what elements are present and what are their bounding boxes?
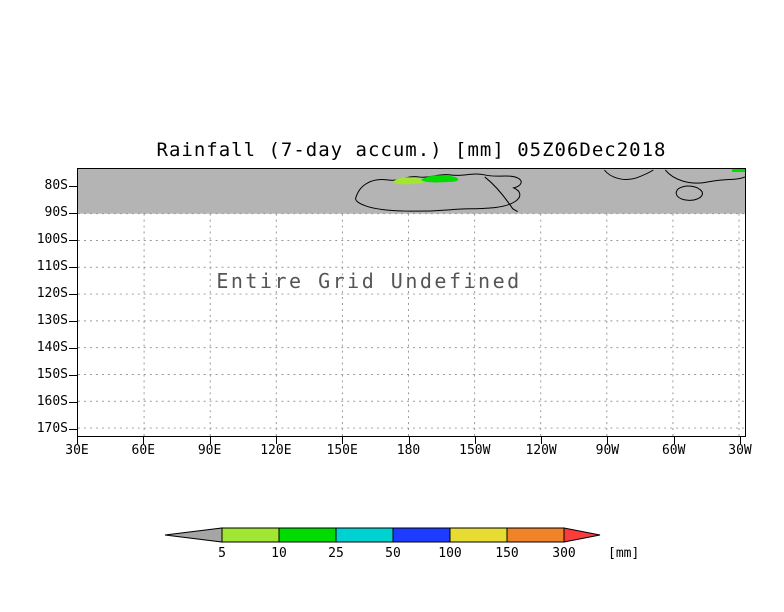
colorbar-segment-above-300 bbox=[563, 527, 601, 543]
x-axis-tick-label: 180 bbox=[396, 443, 421, 458]
colorbar-segment-5-10 bbox=[221, 527, 280, 543]
y-axis-tick-label: 100S bbox=[36, 232, 68, 247]
colorbar-value-label: 25 bbox=[328, 546, 344, 561]
y-axis-tick-label: 150S bbox=[36, 367, 68, 382]
y-axis-tick-mark bbox=[69, 294, 77, 295]
y-axis-tick-mark bbox=[69, 348, 77, 349]
y-axis-tick-label: 80S bbox=[44, 178, 68, 193]
colorbar: 5 10 25 50 100 150 300 [mm] bbox=[164, 527, 639, 561]
y-axis-tick-label: 170S bbox=[36, 421, 68, 436]
x-axis-tick-label: 120W bbox=[525, 443, 557, 458]
chart-title: Rainfall (7-day accum.) [mm] 05Z06Dec201… bbox=[156, 139, 667, 161]
x-axis-tick-mark bbox=[474, 437, 476, 444]
x-axis-tick-mark bbox=[209, 437, 211, 444]
colorbar-segment-10-25 bbox=[278, 527, 337, 543]
rainfall-patches bbox=[393, 169, 745, 185]
coastline-antarctica-central bbox=[355, 173, 522, 212]
colorbar-value-label: 100 bbox=[438, 546, 461, 561]
rainfall-patch-5-10mm bbox=[393, 177, 425, 185]
y-axis-tick-label: 110S bbox=[36, 259, 68, 274]
colorbar-value-label: 150 bbox=[495, 546, 518, 561]
x-axis-tick-label: 120E bbox=[260, 443, 292, 458]
x-axis-tick-label: 60E bbox=[131, 443, 156, 458]
x-axis-tick-label: 150W bbox=[459, 443, 491, 458]
colorbar-segment-below-5 bbox=[164, 527, 223, 543]
rainfall-patch-10-25mm bbox=[420, 175, 459, 183]
colorbar-value-label: 5 bbox=[218, 546, 226, 561]
x-axis-tick-label: 90E bbox=[197, 443, 222, 458]
x-axis-tick-mark bbox=[408, 437, 410, 444]
colorbar-segment-25-50 bbox=[335, 527, 394, 543]
colorbar-segment-50-100 bbox=[392, 527, 451, 543]
x-axis-tick-mark bbox=[77, 437, 78, 444]
y-axis-tick-mark bbox=[69, 213, 77, 214]
colorbar-value-label: 10 bbox=[271, 546, 287, 561]
x-axis-tick-mark bbox=[143, 437, 145, 444]
y-axis-tick-mark bbox=[69, 402, 77, 403]
colorbar-value-label: 50 bbox=[385, 546, 401, 561]
x-axis-tick-mark bbox=[541, 437, 543, 444]
coastline-right-1 bbox=[604, 169, 654, 180]
colorbar-segment-100-150 bbox=[449, 527, 508, 543]
coastline-diagonal bbox=[484, 176, 518, 213]
x-axis-tick-mark bbox=[342, 437, 344, 444]
x-axis-tick-mark bbox=[607, 437, 609, 444]
coastline-right-islet bbox=[675, 185, 703, 201]
y-axis-tick-label: 120S bbox=[36, 286, 68, 301]
y-axis-tick-mark bbox=[69, 321, 77, 322]
y-axis-tick-mark bbox=[69, 375, 77, 376]
x-axis-tick-label: 150E bbox=[326, 443, 358, 458]
y-axis-tick-mark bbox=[69, 240, 77, 241]
x-axis-tick-label: 90W bbox=[595, 443, 620, 458]
coastlines bbox=[355, 169, 745, 213]
colorbar-segment-150-300 bbox=[506, 527, 565, 543]
y-axis-tick-mark bbox=[69, 267, 77, 268]
plot-area: Entire Grid Undefined bbox=[77, 168, 746, 437]
undefined-land-band bbox=[78, 169, 745, 214]
y-axis-tick-label: 90S bbox=[44, 205, 68, 220]
colorbar-unit-label: [mm] bbox=[608, 546, 639, 561]
y-axis-tick-mark bbox=[69, 186, 77, 187]
colorbar-value-label: 300 bbox=[552, 546, 575, 561]
x-axis-tick-mark bbox=[673, 437, 675, 444]
undefined-grid-annotation: Entire Grid Undefined bbox=[216, 269, 522, 293]
x-axis-tick-label: 30E bbox=[65, 443, 89, 458]
y-axis-tick-mark bbox=[69, 429, 77, 430]
y-axis-tick-label: 160S bbox=[36, 394, 68, 409]
x-axis-tick-label: 30W bbox=[728, 443, 752, 458]
rainfall-patch-corner bbox=[732, 169, 745, 172]
y-axis-tick-label: 140S bbox=[36, 340, 68, 355]
coastline-right-2 bbox=[664, 169, 745, 184]
y-axis-tick-label: 130S bbox=[36, 313, 68, 328]
map-canvas bbox=[78, 169, 745, 436]
x-axis-tick-mark bbox=[275, 437, 277, 444]
x-axis-tick-label: 60W bbox=[661, 443, 686, 458]
x-axis-tick-mark bbox=[740, 437, 741, 444]
